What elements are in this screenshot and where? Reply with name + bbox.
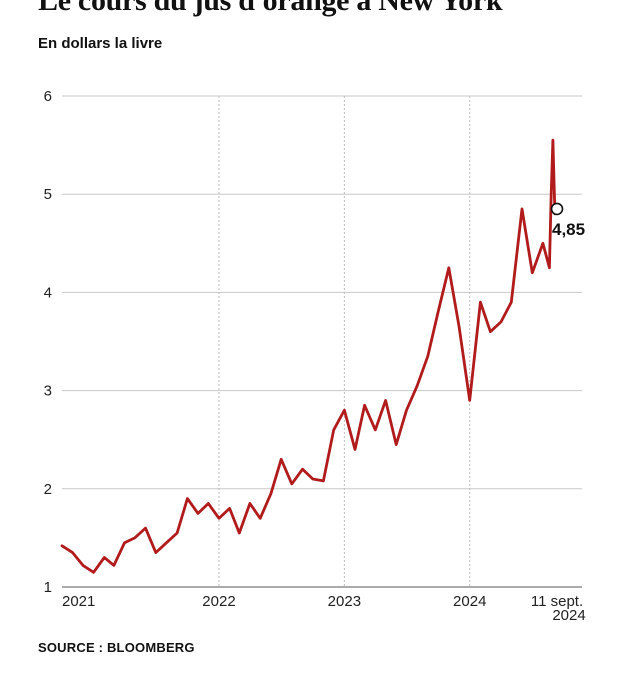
y-tick-label: 1	[44, 579, 52, 596]
y-tick-label: 5	[44, 186, 52, 203]
grid-layer	[62, 95, 582, 588]
x-tick-label: 2021	[62, 593, 95, 610]
end-marker-layer: 4,85	[550, 202, 585, 239]
end-value-label: 4,85	[552, 220, 585, 239]
series-line	[60, 138, 559, 574]
y-tick-label: 2	[44, 481, 52, 498]
x-tick-label: 2024	[453, 593, 486, 610]
x-tick-label: 2022	[202, 593, 235, 610]
x-tick-label: 2023	[328, 593, 361, 610]
chart-title: Le cours du jus d'orange à New York	[38, 0, 503, 17]
y-tick-label: 6	[44, 88, 52, 105]
y-tick-label: 3	[44, 383, 52, 400]
series-layer	[60, 138, 559, 574]
y-tick-label: 4	[44, 284, 52, 301]
y-axis: 1 2 3 4 5 6	[44, 88, 52, 596]
x-tick-label: 11 sept.	[531, 593, 583, 610]
x-tick-label-line2: 2024	[552, 607, 585, 624]
x-axis: 2021 2022 2023 2024 11 sept.2024	[62, 593, 586, 624]
chart-subtitle: En dollars la livre	[38, 35, 163, 52]
source-note: SOURCE : BLOOMBERG	[38, 640, 195, 655]
end-point-marker	[550, 202, 564, 216]
